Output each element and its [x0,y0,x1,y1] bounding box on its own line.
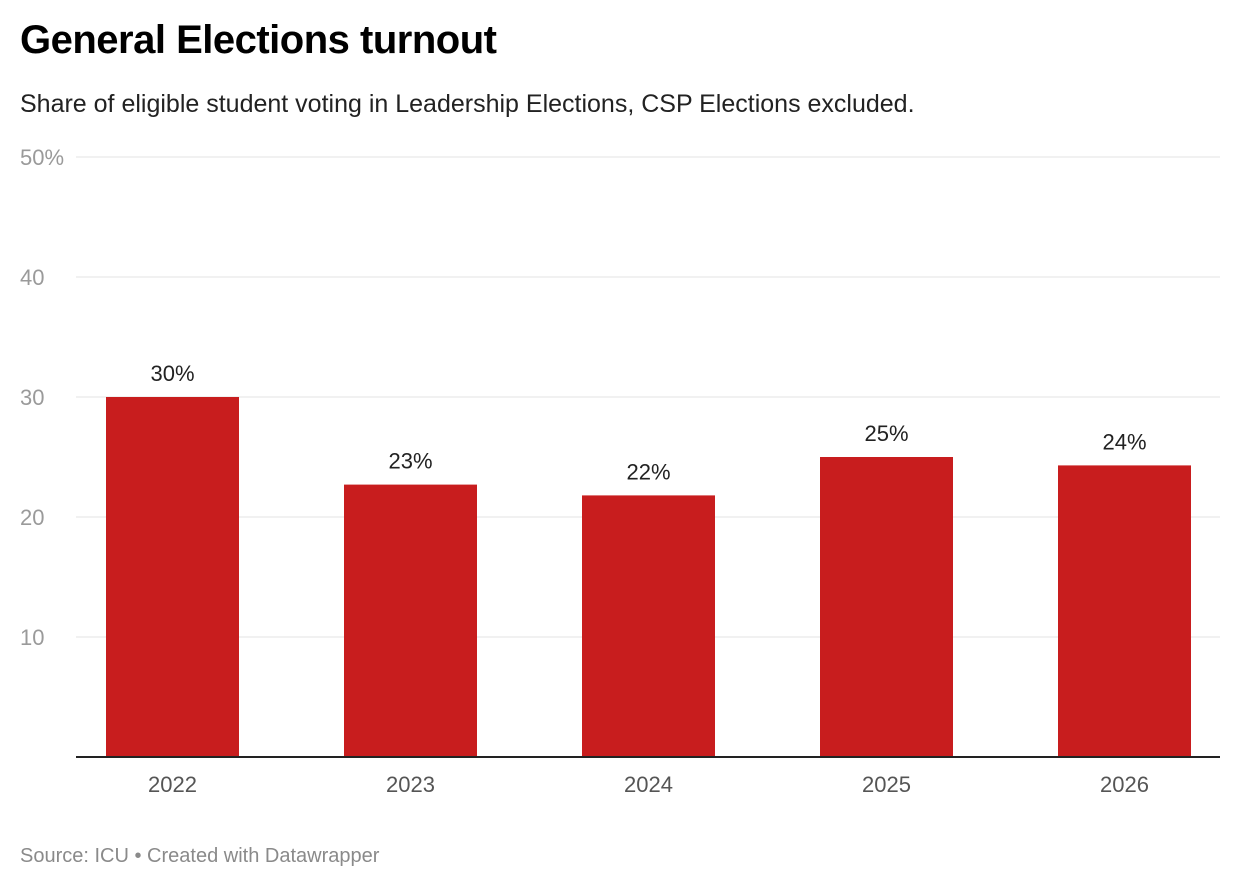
x-tick-label: 2022 [148,772,197,797]
chart-source: Source: ICU • Created with Datawrapper [20,845,380,867]
y-tick-label: 50% [20,145,64,170]
bar-2024 [582,495,715,757]
chart-subtitle: Share of eligible student voting in Lead… [20,90,915,118]
x-tick-label: 2026 [1100,772,1149,797]
x-tick-label: 2024 [624,772,673,797]
data-label: 24% [1102,429,1146,454]
y-tick-label: 30 [20,385,44,410]
bar-2022 [106,397,239,757]
data-label: 30% [150,361,194,386]
data-label: 25% [864,421,908,446]
x-tick-label: 2025 [862,772,911,797]
data-label: 23% [388,449,432,474]
bar-2025 [820,457,953,757]
chart-title: General Elections turnout [20,18,497,62]
bar-2026 [1058,465,1191,757]
y-tick-label: 40 [20,265,44,290]
data-label: 22% [626,459,670,484]
y-tick-label: 10 [20,625,44,650]
x-tick-label: 2023 [386,772,435,797]
y-tick-label: 20 [20,505,44,530]
bar-2023 [344,484,477,757]
